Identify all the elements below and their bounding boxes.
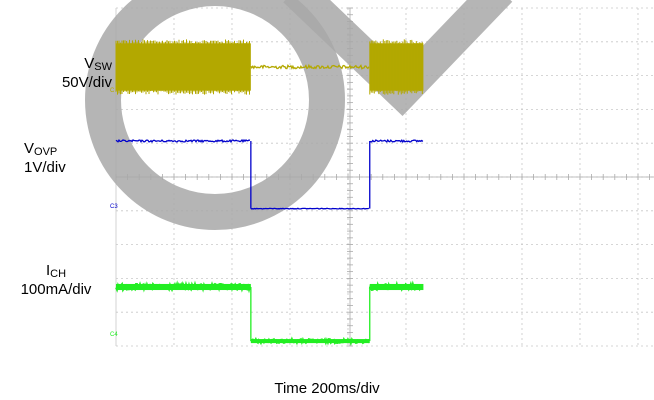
watermark-v <box>283 0 513 116</box>
vovp-trace <box>115 138 424 210</box>
vovp-scale: 1V/div <box>24 159 66 176</box>
vsw-scale: 50V/div <box>61 74 112 91</box>
vovp-marker: C3 <box>110 204 118 210</box>
ich-label: ICH 100mA/div <box>0 262 112 299</box>
vsw-switching-edges <box>369 39 423 95</box>
vovp-segment <box>115 138 251 144</box>
vovp-segment <box>250 207 370 210</box>
vovp-segment <box>369 138 424 144</box>
ich-subscript: CH <box>50 268 67 280</box>
ich-noise-band <box>250 339 370 344</box>
vovp-label: VOVP 1V/div <box>0 140 112 177</box>
vovp-symbol: V <box>24 140 35 157</box>
vsw-symbol: V <box>84 55 95 72</box>
vovp-subscript: OVP <box>34 146 58 158</box>
vsw-segment <box>250 63 370 70</box>
vsw-trace <box>115 39 424 95</box>
ich-noise-band <box>116 283 251 291</box>
ich-marker: C4 <box>110 332 118 338</box>
vsw-subscript: SW <box>94 61 112 73</box>
vsw-label: VSW 50V/div <box>0 55 112 92</box>
x-axis-label: Time 200ms/div <box>274 380 380 397</box>
ich-trace <box>115 280 424 347</box>
watermark-check-mark <box>85 0 513 230</box>
ich-noise-band <box>369 283 424 291</box>
ich-symbol: I <box>45 262 51 279</box>
vsw-marker: C <box>110 88 115 94</box>
ich-scale: 100mA/div <box>20 281 92 298</box>
watermark-ring <box>85 0 345 230</box>
vsw-switching-edges <box>115 39 250 95</box>
